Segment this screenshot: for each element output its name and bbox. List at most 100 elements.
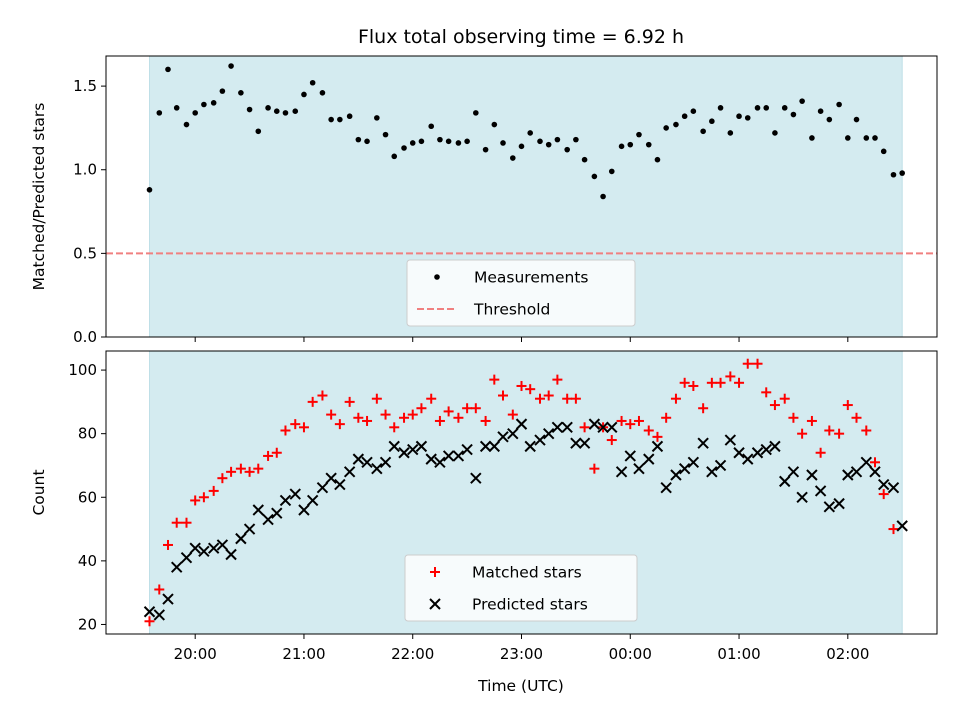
data-point <box>760 443 772 456</box>
data-point <box>681 113 688 120</box>
data-point <box>660 482 672 494</box>
data-point <box>524 440 536 453</box>
data-point <box>823 501 836 513</box>
data-point <box>543 390 554 401</box>
data-point <box>824 425 835 436</box>
data-point <box>165 66 171 73</box>
data-point <box>263 450 274 461</box>
data-point <box>353 412 364 423</box>
data-point <box>534 393 545 404</box>
x-axis-label: Time (UTC) <box>477 677 564 695</box>
data-point <box>562 393 573 404</box>
data-point <box>700 128 706 135</box>
x-tick-label: 02:00 <box>826 645 869 663</box>
data-point <box>154 584 165 595</box>
data-point <box>388 440 400 453</box>
data-point <box>364 138 370 145</box>
data-point <box>328 116 334 123</box>
data-point <box>645 141 652 148</box>
y-tick-label: 100 <box>68 361 97 379</box>
data-point <box>836 101 842 108</box>
data-point <box>306 494 319 507</box>
data-point <box>409 140 416 146</box>
data-point <box>633 462 645 475</box>
data-point <box>850 466 863 478</box>
data-point <box>301 91 307 98</box>
x-tick-label: 00:00 <box>609 645 652 663</box>
data-point <box>498 390 509 401</box>
data-point <box>673 121 679 128</box>
data-point <box>415 440 428 453</box>
data-point <box>173 105 180 111</box>
data-point <box>509 155 516 161</box>
data-point <box>779 475 791 488</box>
data-point <box>643 453 655 465</box>
data-point <box>636 131 642 138</box>
data-point <box>398 447 410 459</box>
data-point <box>606 421 618 434</box>
data-point <box>579 422 590 433</box>
data-point <box>201 101 207 108</box>
data-point <box>787 466 800 478</box>
data-point <box>591 173 598 180</box>
data-point <box>670 469 682 481</box>
data-point <box>618 143 625 150</box>
data-point <box>500 140 506 146</box>
legend-label: Predicted stars <box>472 596 588 614</box>
data-point <box>361 456 373 468</box>
data-point <box>597 421 609 434</box>
data-point <box>507 409 518 420</box>
data-point <box>899 170 905 176</box>
data-point <box>588 418 601 430</box>
data-point <box>362 415 373 426</box>
data-point <box>545 141 552 148</box>
data-point <box>143 606 156 618</box>
data-point <box>489 374 500 385</box>
data-point <box>216 539 229 551</box>
data-point <box>334 419 345 430</box>
data-point <box>279 494 292 507</box>
data-point <box>706 377 717 388</box>
legend-box <box>404 554 638 622</box>
data-point <box>445 138 452 145</box>
data-point <box>573 136 579 143</box>
data-point <box>497 431 509 443</box>
y-tick-label: 40 <box>78 552 97 570</box>
data-point <box>282 110 289 116</box>
data-point <box>198 492 209 503</box>
data-point <box>325 472 337 484</box>
y-tick-label: 0.0 <box>73 328 97 346</box>
data-point <box>307 396 318 407</box>
data-point <box>488 440 501 453</box>
data-point <box>697 437 709 449</box>
data-point <box>736 113 742 120</box>
data-point <box>464 138 470 145</box>
data-point <box>453 412 464 423</box>
data-point <box>407 409 418 420</box>
data-point <box>255 128 262 135</box>
data-point <box>752 358 763 369</box>
data-point <box>292 108 299 114</box>
data-point <box>688 380 699 391</box>
data-point <box>769 400 780 411</box>
data-point <box>271 447 282 458</box>
legend: Matched stars Predicted stars <box>404 554 638 622</box>
data-point <box>806 415 817 426</box>
data-point <box>687 456 700 468</box>
data-point <box>244 466 255 477</box>
data-point <box>374 115 380 121</box>
legend-label: Matched stars <box>472 564 582 582</box>
data-point <box>670 393 681 404</box>
y-tick-label: 1.0 <box>73 161 97 179</box>
data-point <box>578 437 591 449</box>
data-point <box>845 135 851 141</box>
legend-label: Threshold <box>473 301 550 319</box>
data-point <box>616 415 627 426</box>
data-point <box>527 130 534 136</box>
data-point <box>525 384 536 395</box>
data-point <box>382 131 389 138</box>
data-point <box>207 542 220 554</box>
data-point <box>542 427 555 440</box>
data-point <box>273 108 280 114</box>
